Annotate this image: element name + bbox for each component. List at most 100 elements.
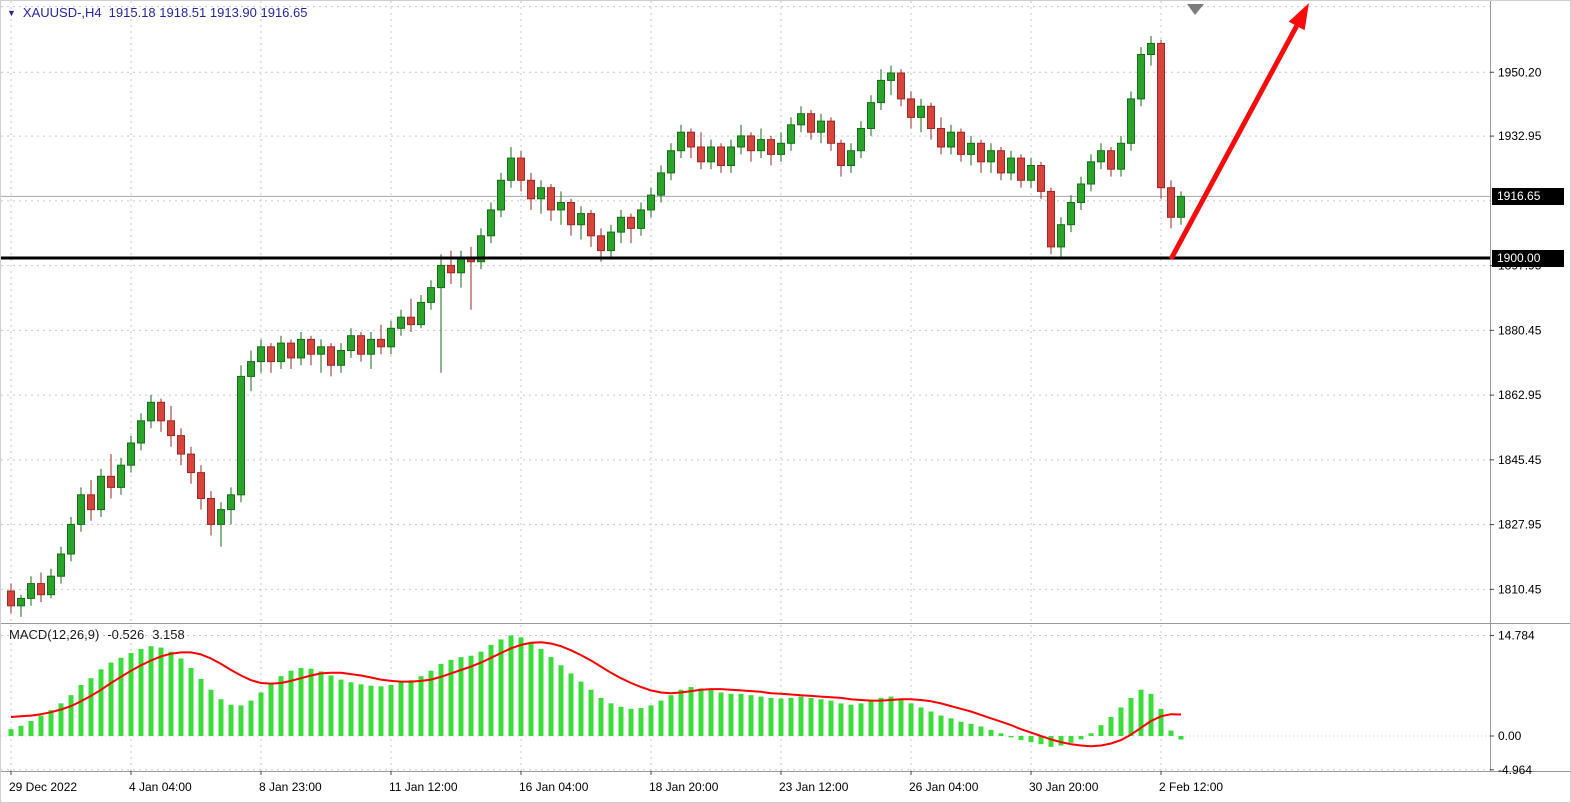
candle-body: [717, 146, 725, 167]
macd-histogram-bar: [388, 685, 394, 736]
scroll-marker-icon[interactable]: [1187, 4, 1204, 15]
candle-body: [937, 128, 945, 148]
macd-histogram-bar: [988, 729, 994, 736]
macd-histogram-bar: [628, 708, 634, 736]
macd-histogram-bar: [528, 642, 534, 736]
candle-body: [187, 453, 195, 474]
macd-histogram-bar: [408, 680, 414, 736]
candle: [157, 398, 165, 432]
ohlc-values: 1915.18 1918.51 1913.90 1916.65: [108, 5, 308, 20]
candle: [977, 139, 985, 173]
candle: [187, 446, 195, 484]
macd-histogram-bar: [688, 687, 694, 736]
candle-body: [127, 442, 135, 466]
macd-histogram-bar: [238, 705, 244, 736]
candle: [917, 98, 925, 133]
macd-histogram-bar: [608, 703, 614, 736]
candle: [597, 228, 605, 262]
candle-body: [827, 120, 835, 144]
trend-arrow[interactable]: [1168, 3, 1309, 261]
price-axis-label: 1827.95: [1498, 518, 1542, 532]
macd-histogram-bar: [1008, 736, 1014, 738]
candle-body: [27, 583, 35, 599]
candle-body: [1147, 42, 1155, 56]
macd-histogram-bar: [48, 710, 54, 736]
candle-body: [1077, 183, 1085, 204]
candle: [447, 250, 455, 284]
candle-body: [1137, 54, 1145, 100]
symbol-dropdown-icon[interactable]: ▼: [7, 7, 16, 18]
candle-body: [477, 235, 485, 263]
macd-axis-label: 14.784: [1498, 628, 1535, 642]
candle: [1047, 187, 1055, 255]
candle-body: [47, 575, 55, 596]
candle: [137, 413, 145, 451]
candle-body: [747, 135, 755, 152]
candle-body: [197, 472, 205, 500]
macd-histogram-bar: [488, 644, 494, 736]
time-axis-label: 18 Jan 20:00: [649, 780, 719, 794]
macd-histogram-bar: [138, 648, 144, 736]
candle-body: [207, 498, 215, 525]
candle: [407, 298, 415, 333]
candle: [57, 546, 65, 584]
candle: [1027, 158, 1035, 188]
candle: [127, 435, 135, 473]
macd-histogram-bar: [1038, 736, 1044, 745]
candle-body: [1037, 165, 1045, 192]
macd-axis-label: 0.00: [1498, 729, 1522, 743]
candle: [117, 457, 125, 495]
candle-body: [137, 420, 145, 444]
candle: [277, 335, 285, 370]
candle: [677, 124, 685, 159]
macd-histogram-bar: [518, 637, 524, 736]
candle: [77, 487, 85, 532]
macd-histogram-bar: [28, 721, 34, 736]
candle-body: [577, 213, 585, 226]
time-axis-label: 23 Jan 12:00: [779, 780, 849, 794]
candle: [67, 517, 75, 562]
candle-body: [537, 187, 545, 200]
chart-ohlc-header: ▼ XAUUSD-,H4 1915.18 1918.51 1913.90 191…: [7, 5, 307, 20]
candle: [1057, 217, 1065, 259]
macd-histogram-bar: [1108, 716, 1114, 736]
candle-body: [1097, 150, 1105, 163]
candle-body: [1117, 142, 1125, 170]
candle-body: [977, 142, 985, 163]
candle-body: [927, 105, 935, 130]
macd-name: MACD(12,26,9): [9, 627, 100, 642]
candle-body: [1007, 157, 1015, 174]
candle: [487, 202, 495, 244]
candle: [817, 113, 825, 144]
macd-histogram-bar: [868, 700, 874, 736]
candle: [1087, 154, 1095, 192]
candle: [757, 128, 765, 159]
macd-histogram-bar: [918, 707, 924, 736]
macd-histogram-bar: [1028, 736, 1034, 743]
macd-histogram-bar: [1168, 730, 1174, 736]
candle: [307, 335, 315, 366]
candle: [927, 102, 935, 140]
macd-histogram-bar: [128, 653, 134, 736]
candle-body: [217, 509, 225, 525]
candle-body: [557, 202, 565, 211]
macd-histogram-bar: [438, 663, 444, 736]
macd-histogram-bar: [208, 689, 214, 736]
candle-body: [317, 346, 325, 355]
macd-histogram-bar: [938, 715, 944, 736]
macd-histogram-bar: [578, 681, 584, 736]
candle: [947, 124, 955, 155]
candle-body: [67, 523, 75, 555]
candle: [347, 328, 355, 358]
candle-body: [817, 120, 825, 133]
candle: [517, 150, 525, 192]
candle-body: [947, 131, 955, 148]
price-axis-label: 1862.95: [1498, 388, 1542, 402]
candle-body: [1127, 98, 1135, 144]
macd-histogram-bar: [818, 699, 824, 736]
candle-body: [287, 342, 295, 359]
candle-body: [247, 361, 255, 377]
candle: [707, 139, 715, 170]
